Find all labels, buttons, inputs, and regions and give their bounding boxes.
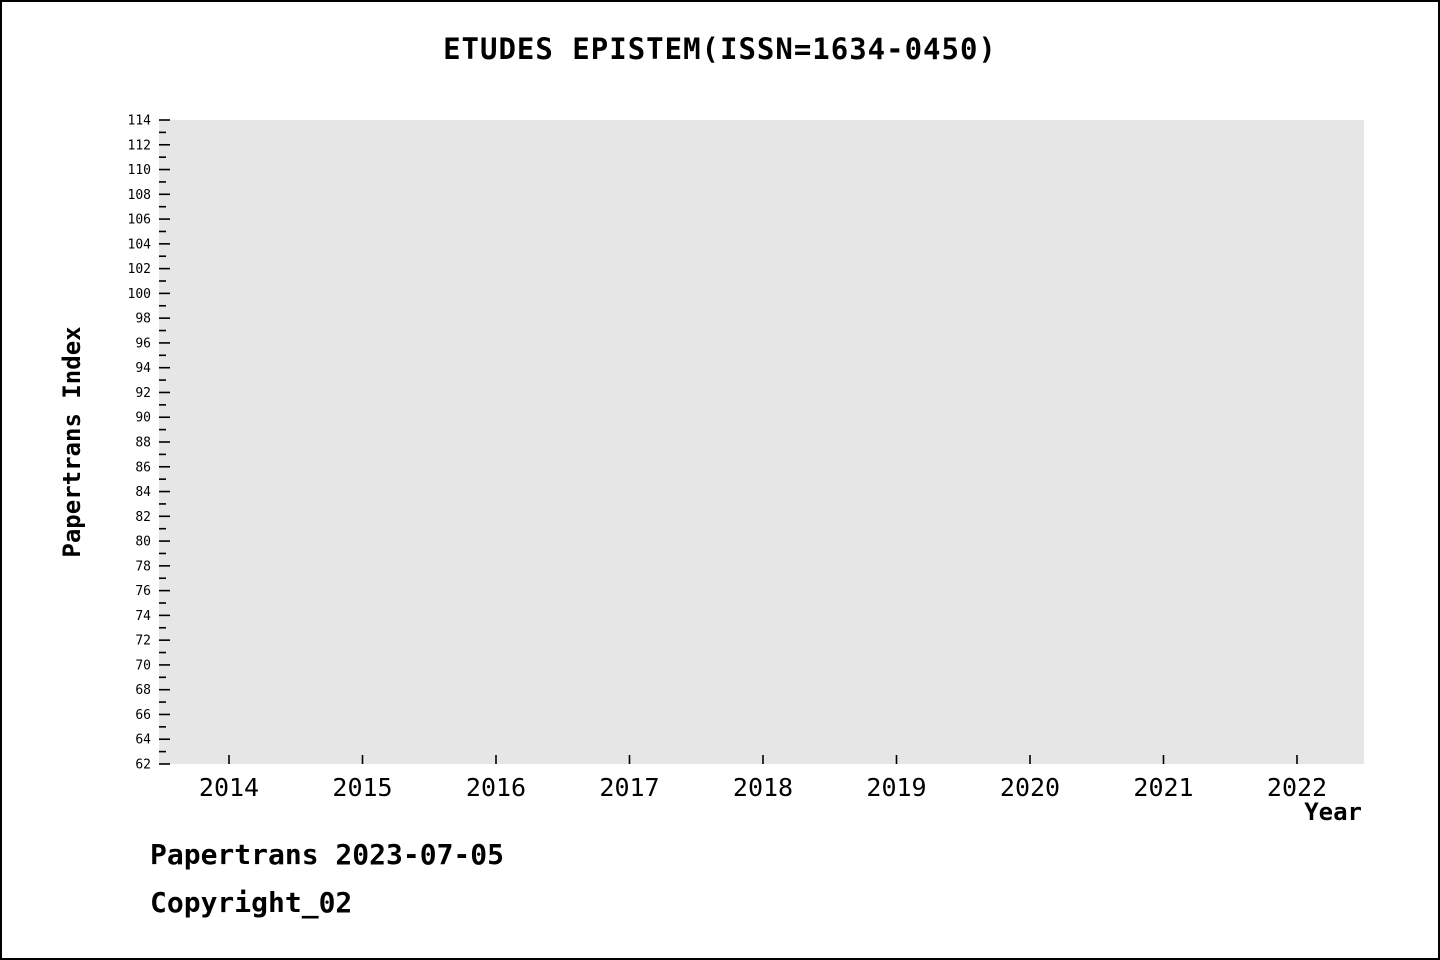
y-tick-label: 80: [135, 535, 151, 550]
axis-ticks: [159, 119, 1298, 765]
x-tick-label: 2015: [332, 773, 392, 802]
y-tick-label: 62: [135, 758, 151, 773]
y-tick-label: 100: [128, 287, 151, 302]
y-tick-label: 90: [135, 411, 151, 426]
axis-tick-labels: 62 64 66 68 70 72 74 76 78 80 82 84 86 88 90 92 94 96 98 10…: [128, 114, 1328, 803]
x-tick-label: 2016: [466, 773, 526, 802]
y-tick-label: 78: [135, 559, 151, 574]
y-tick-label: 72: [135, 634, 151, 649]
y-tick-label: 104: [128, 237, 152, 252]
plot-background: [159, 120, 1364, 764]
y-tick-label: 88: [135, 436, 151, 451]
y-tick-label: 70: [135, 658, 151, 673]
footer-copyright: Copyright_02: [150, 886, 353, 919]
y-tick-label: 94: [135, 361, 151, 376]
y-tick-label: 68: [135, 683, 151, 698]
chart-title: ETUDES EPISTEM(ISSN=1634-0450): [443, 32, 997, 66]
y-tick-label: 76: [135, 584, 151, 599]
x-tick-label: 2020: [1000, 773, 1060, 802]
x-tick-label: 2019: [866, 773, 926, 802]
y-tick-label: 74: [135, 609, 151, 624]
y-tick-label: 66: [135, 708, 151, 723]
y-axis-label: Papertrans Index: [58, 326, 86, 557]
x-tick-label: 2021: [1133, 773, 1193, 802]
y-tick-label: 102: [128, 262, 151, 277]
y-tick-label: 84: [135, 485, 151, 500]
y-tick-label: 82: [135, 510, 151, 525]
y-tick-label: 96: [135, 336, 151, 351]
y-tick-label: 64: [135, 733, 151, 748]
x-tick-label: 2017: [599, 773, 659, 802]
x-tick-label: 2022: [1267, 773, 1327, 802]
y-tick-label: 112: [128, 138, 151, 153]
y-tick-label: 92: [135, 386, 151, 401]
y-tick-label: 106: [128, 213, 151, 228]
x-axis-label: Year: [1304, 798, 1362, 826]
y-tick-label: 86: [135, 460, 151, 475]
y-tick-label: 114: [128, 114, 152, 129]
x-tick-label: 2018: [733, 773, 793, 802]
footer-source-date: Papertrans 2023-07-05: [150, 838, 505, 871]
y-tick-label: 110: [128, 163, 151, 178]
x-tick-label: 2014: [199, 773, 259, 802]
y-tick-label: 98: [135, 312, 151, 327]
y-tick-label: 108: [128, 188, 151, 203]
